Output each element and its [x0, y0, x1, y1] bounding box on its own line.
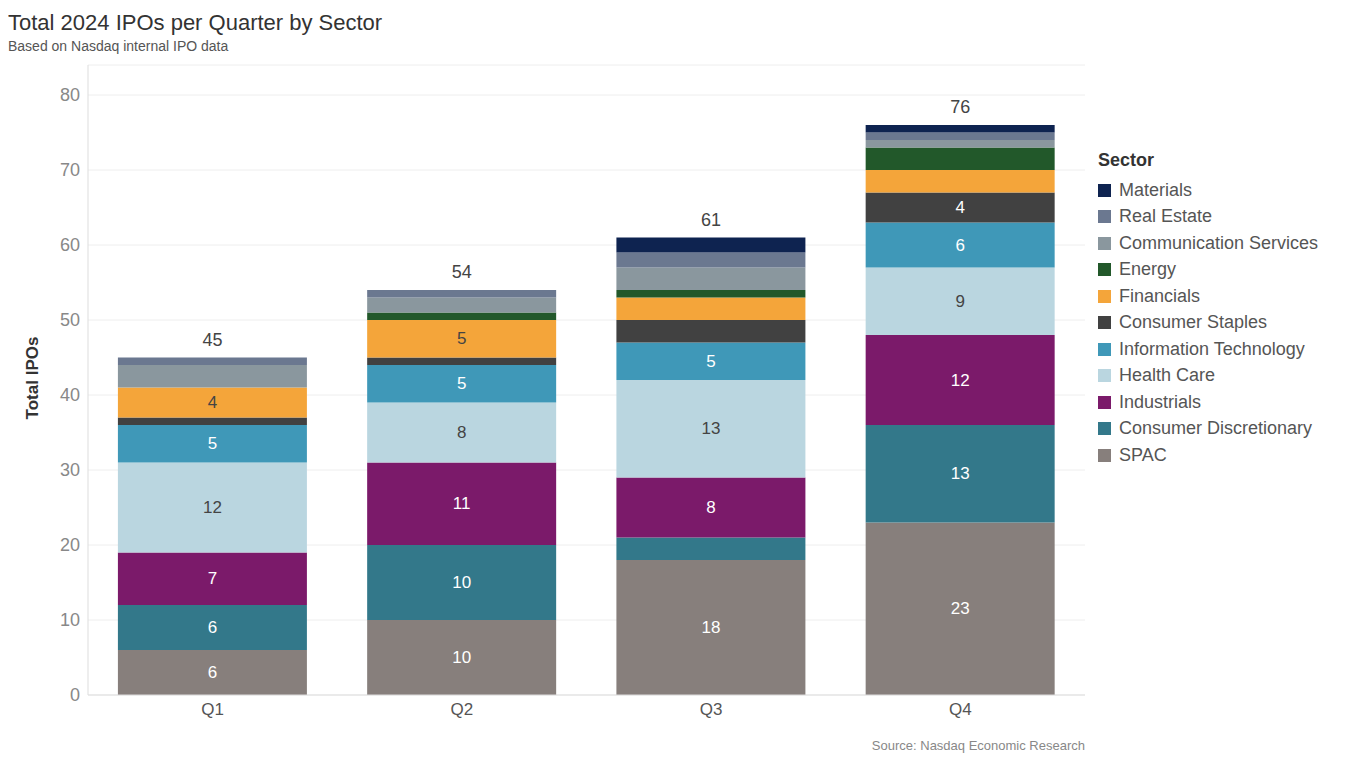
svg-text:11: 11 [453, 494, 471, 513]
svg-text:13: 13 [951, 464, 970, 483]
svg-text:70: 70 [60, 160, 80, 180]
svg-text:6: 6 [208, 618, 217, 637]
svg-text:76: 76 [950, 97, 970, 117]
html-text:Information Technology: Information Technology [1119, 338, 1305, 359]
svg-text:45: 45 [203, 330, 223, 350]
svg-text:6: 6 [955, 236, 964, 255]
html-text:Energy: Energy [1119, 259, 1176, 280]
svg-text:61: 61 [701, 210, 721, 230]
svg-text:50: 50 [60, 310, 80, 330]
svg-text:Q4: Q4 [949, 700, 972, 719]
svg-text:54: 54 [452, 262, 472, 282]
html-text:Real Estate: Real Estate [1119, 206, 1213, 227]
svg-text:30: 30 [60, 460, 80, 480]
html-text:Consumer Staples: Consumer Staples [1119, 312, 1268, 333]
svg-text:5: 5 [706, 352, 715, 371]
svg-text:13: 13 [701, 419, 720, 438]
html-text:Health Care: Health Care [1119, 365, 1215, 386]
svg-text:7: 7 [208, 569, 217, 588]
svg-text:80: 80 [60, 85, 80, 105]
svg-text:10: 10 [452, 648, 471, 667]
html-text:Total IPOs: Total IPOs [23, 336, 42, 420]
html-text:Materials: Materials [1119, 179, 1192, 200]
svg-text:Q3: Q3 [700, 700, 723, 719]
html-text:SPAC: SPAC [1119, 444, 1167, 465]
svg-text:Q1: Q1 [201, 700, 224, 719]
html-text:Financials: Financials [1119, 285, 1200, 306]
svg-text:18: 18 [701, 618, 720, 637]
svg-text:12: 12 [951, 371, 970, 390]
svg-text:20: 20 [60, 535, 80, 555]
html-text:Total 2024 IPOs per Quarter by: Total 2024 IPOs per Quarter by Sector [8, 10, 383, 35]
html-text:Sector: Sector [1098, 150, 1154, 170]
svg-text:5: 5 [457, 329, 466, 348]
html-text:Based on Nasdaq internal IPO d: Based on Nasdaq internal IPO data [8, 38, 229, 54]
svg-text:40: 40 [60, 385, 80, 405]
html-text:Communication Services: Communication Services [1119, 232, 1319, 253]
svg-text:4: 4 [208, 393, 217, 412]
html-text:Source: Nasdaq Economic Resear: Source: Nasdaq Economic Research [871, 738, 1085, 753]
svg-text:60: 60 [60, 235, 80, 255]
svg-text:8: 8 [457, 423, 466, 442]
svg-text:9: 9 [955, 292, 964, 311]
svg-text:5: 5 [457, 374, 466, 393]
svg-text:12: 12 [203, 498, 222, 517]
svg-text:0: 0 [70, 685, 80, 705]
svg-text:5: 5 [208, 434, 217, 453]
svg-text:10: 10 [452, 573, 471, 592]
svg-text:10: 10 [60, 610, 80, 630]
html-text:Industrials: Industrials [1119, 391, 1201, 412]
svg-text:23: 23 [951, 599, 970, 618]
svg-text:6: 6 [208, 663, 217, 682]
html-text:Consumer Discretionary: Consumer Discretionary [1119, 418, 1313, 439]
svg-text:4: 4 [955, 198, 964, 217]
svg-text:Q2: Q2 [451, 700, 474, 719]
svg-text:8: 8 [706, 498, 715, 517]
